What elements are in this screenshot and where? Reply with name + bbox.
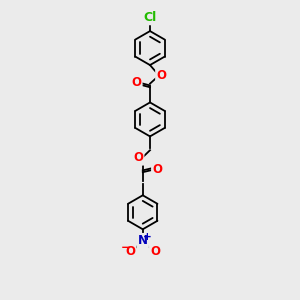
Text: O: O (133, 152, 143, 164)
Text: −: − (120, 241, 130, 254)
Text: O: O (125, 245, 135, 258)
Text: N: N (138, 234, 148, 247)
Text: O: O (131, 76, 141, 88)
Text: O: O (150, 245, 160, 258)
Text: O: O (156, 69, 166, 82)
Text: O: O (152, 163, 162, 176)
Text: Cl: Cl (143, 11, 157, 24)
Text: +: + (142, 232, 151, 242)
